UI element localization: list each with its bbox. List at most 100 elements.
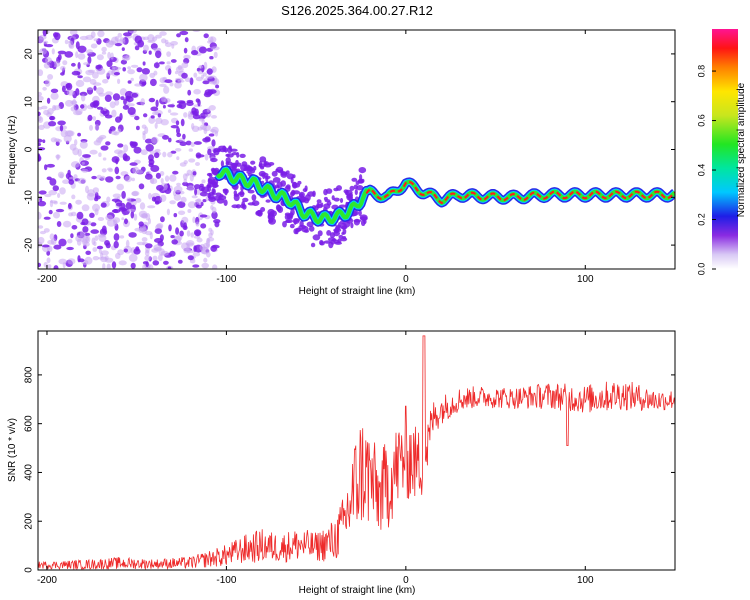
spectral-blob	[358, 167, 367, 174]
spectral-blob	[57, 192, 61, 198]
spectral-blob	[79, 141, 88, 149]
spectral-blob	[183, 47, 188, 54]
spectral-blob	[105, 176, 114, 183]
spectral-blob	[178, 210, 186, 216]
spectral-blob	[209, 80, 217, 85]
spectral-blob	[176, 132, 182, 138]
spectral-blob	[112, 217, 121, 224]
spectral-blob	[316, 202, 320, 209]
spectral-blob	[134, 45, 140, 51]
x-tick-label: -100	[216, 575, 236, 586]
spectral-blob	[218, 145, 227, 150]
spectral-blob	[69, 143, 77, 151]
spectral-blob	[176, 104, 183, 109]
spectral-blob	[186, 230, 191, 237]
spectral-blob	[39, 48, 47, 55]
colorbar-gradient	[712, 29, 738, 269]
spectral-blob	[162, 135, 169, 140]
spectral-blob	[38, 124, 45, 130]
spectral-blob	[93, 100, 100, 107]
spectral-blob	[275, 185, 280, 189]
spectral-blob	[326, 201, 332, 206]
spectral-blob	[290, 189, 296, 196]
spectral-blob	[77, 61, 81, 70]
spectral-blob	[187, 110, 193, 118]
spectral-blob	[39, 196, 43, 202]
spectral-blob	[147, 34, 155, 42]
spectral-blob	[211, 115, 217, 119]
spectral-blob	[38, 69, 44, 77]
spectral-blob	[219, 194, 224, 198]
spectral-blob	[91, 175, 97, 180]
spectral-blob	[150, 106, 159, 112]
spectral-blob	[77, 45, 87, 53]
spectral-blob	[166, 61, 171, 65]
spectral-blob	[210, 245, 217, 252]
spectral-blob	[210, 205, 214, 210]
spectral-blob	[215, 84, 220, 89]
spectral-blob	[68, 179, 75, 185]
colorbar-tick-label: 0.4	[696, 164, 706, 177]
spectrogram-scatter	[38, 30, 368, 269]
spectral-blob	[159, 83, 167, 87]
spectral-blob	[105, 91, 113, 96]
spectral-blob	[201, 179, 206, 184]
spectral-blob	[204, 136, 211, 142]
spectral-blob	[94, 124, 100, 131]
spectral-blob	[57, 50, 67, 55]
spectral-blob	[56, 221, 62, 227]
spectral-blob	[59, 124, 64, 132]
spectral-blob	[201, 262, 209, 269]
spectral-blob	[111, 65, 115, 74]
spectral-blob	[207, 89, 217, 94]
spectral-blob	[202, 80, 210, 85]
spectral-blob	[102, 263, 106, 269]
spectral-blob	[75, 51, 79, 59]
spectral-blob	[159, 234, 164, 242]
spectral-blob	[176, 33, 181, 38]
colorbar-tick-label: 0.0	[696, 263, 706, 276]
spectral-blob	[90, 31, 96, 39]
colorbar-tick-label: 0.8	[696, 65, 706, 78]
spectral-blob	[38, 142, 42, 147]
spectral-blob	[188, 148, 193, 152]
spectral-blob	[117, 78, 121, 85]
spectral-blob	[66, 89, 75, 96]
spectral-blob	[133, 146, 142, 154]
spectral-blob	[62, 179, 70, 184]
spectral-blob	[169, 112, 179, 116]
spectral-blob	[128, 232, 137, 238]
spectral-blob	[105, 242, 111, 249]
spectral-blob	[136, 67, 143, 73]
spectral-blob	[72, 99, 77, 107]
spectral-blob	[233, 194, 240, 202]
spectral-blob	[67, 169, 71, 176]
y-tick-label: 10	[24, 96, 35, 108]
spectral-blob	[159, 171, 165, 176]
spectral-blob	[214, 221, 220, 228]
spectral-blob	[89, 124, 93, 131]
spectral-blob	[171, 239, 178, 245]
spectral-blob	[131, 141, 138, 147]
spectral-blob	[121, 190, 126, 199]
snr-line	[38, 335, 675, 570]
spectral-blob	[144, 173, 153, 180]
spectral-blob	[101, 46, 107, 53]
spectral-blob	[56, 154, 60, 161]
spectral-blob	[338, 234, 344, 239]
spectral-blob	[41, 244, 50, 248]
spectral-blob	[159, 31, 167, 36]
spectral-blob	[73, 110, 82, 116]
spectral-blob	[90, 229, 99, 234]
spectral-blob	[144, 138, 153, 144]
spectral-blob	[61, 85, 66, 93]
spectral-blob	[111, 261, 117, 269]
spectral-blob	[75, 199, 82, 205]
spectral-blob	[100, 202, 107, 208]
spectral-blob	[133, 248, 141, 255]
spectral-blob	[206, 107, 210, 113]
spectral-blob	[154, 152, 160, 159]
chart-title: S126.2025.364.00.27.R12	[281, 3, 433, 18]
x-tick-label: -200	[37, 274, 57, 285]
spectral-blob	[53, 211, 60, 219]
